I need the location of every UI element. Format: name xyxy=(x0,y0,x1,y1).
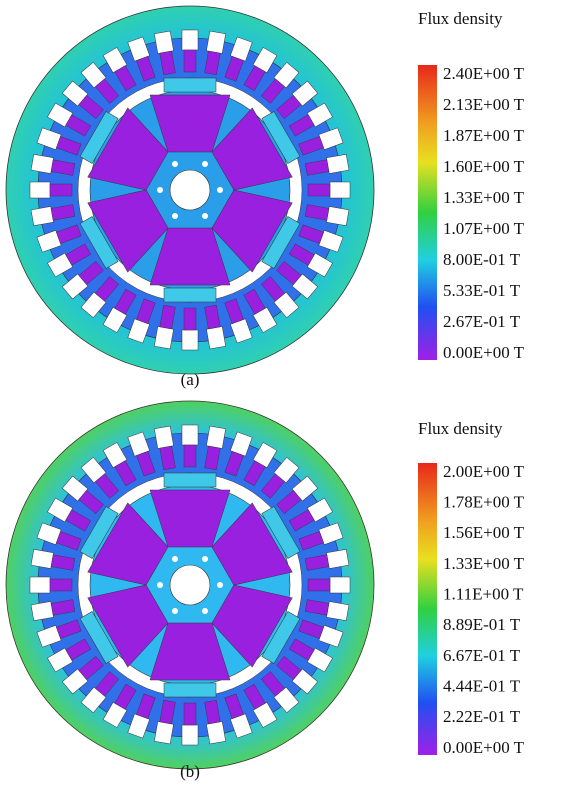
colorbar-label: 2.22E-01 T xyxy=(443,707,521,726)
colorbar xyxy=(418,65,437,360)
slot xyxy=(30,182,50,198)
coil xyxy=(184,50,196,72)
slot xyxy=(330,182,350,198)
colorbar-label: 2.67E-01 T xyxy=(443,312,521,331)
colorbar xyxy=(418,463,437,755)
colorbar-label: 0.00E+00 T xyxy=(443,738,525,757)
panel: Flux density 2.40E+00 T 2.13E+00 T 1.87E+00… xyxy=(6,6,525,389)
slot xyxy=(154,426,173,448)
slot xyxy=(326,601,348,620)
coil xyxy=(184,703,196,725)
colorbar-label: 8.00E-01 T xyxy=(443,250,521,269)
slot xyxy=(31,206,53,225)
slot xyxy=(182,425,198,445)
legend-title: Flux density xyxy=(418,9,503,28)
hole xyxy=(217,582,223,588)
colorbar-label: 1.56E+00 T xyxy=(443,523,525,542)
slot xyxy=(206,426,225,448)
magnet xyxy=(164,473,216,487)
colorbar-label: 4.44E-01 T xyxy=(443,677,521,696)
coil xyxy=(50,184,72,196)
hole xyxy=(157,582,163,588)
slot xyxy=(154,326,173,348)
coil xyxy=(50,579,72,591)
colorbar-label: 0.00E+00 T xyxy=(443,343,525,362)
coil xyxy=(184,445,196,467)
colorbar-label: 2.00E+00 T xyxy=(443,462,525,481)
panel: Flux density 2.00E+00 T 1.78E+00 T 1.56E+00… xyxy=(6,401,525,781)
colorbar-label: 1.11E+00 T xyxy=(443,585,524,604)
motor-plot xyxy=(6,401,374,769)
colorbar-label: 8.89E-01 T xyxy=(443,615,521,634)
slot xyxy=(206,721,225,743)
hole xyxy=(217,187,223,193)
magnet xyxy=(164,683,216,697)
colorbar-label: 1.33E+00 T xyxy=(443,554,525,573)
slot xyxy=(206,326,225,348)
colorbar-label: 5.33E-01 T xyxy=(443,281,521,300)
slot xyxy=(182,725,198,745)
slot xyxy=(326,154,348,173)
slot xyxy=(206,31,225,53)
magnet xyxy=(164,78,216,92)
colorbar-label: 2.13E+00 T xyxy=(443,95,525,114)
slot xyxy=(326,206,348,225)
legend-title: Flux density xyxy=(418,419,503,438)
slot xyxy=(182,30,198,50)
slot xyxy=(31,549,53,568)
coil xyxy=(184,308,196,330)
slot xyxy=(182,330,198,350)
colorbar-label: 1.87E+00 T xyxy=(443,126,525,145)
coil xyxy=(308,579,330,591)
hole xyxy=(157,187,163,193)
colorbar-label: 1.78E+00 T xyxy=(443,493,525,512)
colorbar-label: 2.40E+00 T xyxy=(443,64,525,83)
magnet xyxy=(164,288,216,302)
shaft xyxy=(170,170,210,210)
caption: (a) xyxy=(181,370,200,389)
colorbar-label: 6.67E-01 T xyxy=(443,646,521,665)
slot xyxy=(326,549,348,568)
colorbar-label: 1.33E+00 T xyxy=(443,188,525,207)
motor-plot xyxy=(6,6,374,374)
colorbar-label: 1.07E+00 T xyxy=(443,219,525,238)
colorbar-label: 1.60E+00 T xyxy=(443,157,525,176)
slot xyxy=(31,154,53,173)
slot xyxy=(330,577,350,593)
slot xyxy=(30,577,50,593)
slot xyxy=(154,721,173,743)
slot xyxy=(31,601,53,620)
caption: (b) xyxy=(180,762,200,781)
slot xyxy=(154,31,173,53)
panels: Flux density 2.40E+00 T 2.13E+00 T 1.87E+00… xyxy=(6,6,525,781)
coil xyxy=(308,184,330,196)
shaft xyxy=(170,565,210,605)
figure: Flux density 2.40E+00 T 2.13E+00 T 1.87E+00… xyxy=(0,0,572,789)
